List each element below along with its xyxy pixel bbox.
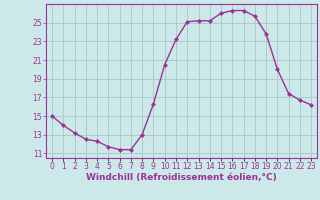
X-axis label: Windchill (Refroidissement éolien,°C): Windchill (Refroidissement éolien,°C) — [86, 173, 277, 182]
